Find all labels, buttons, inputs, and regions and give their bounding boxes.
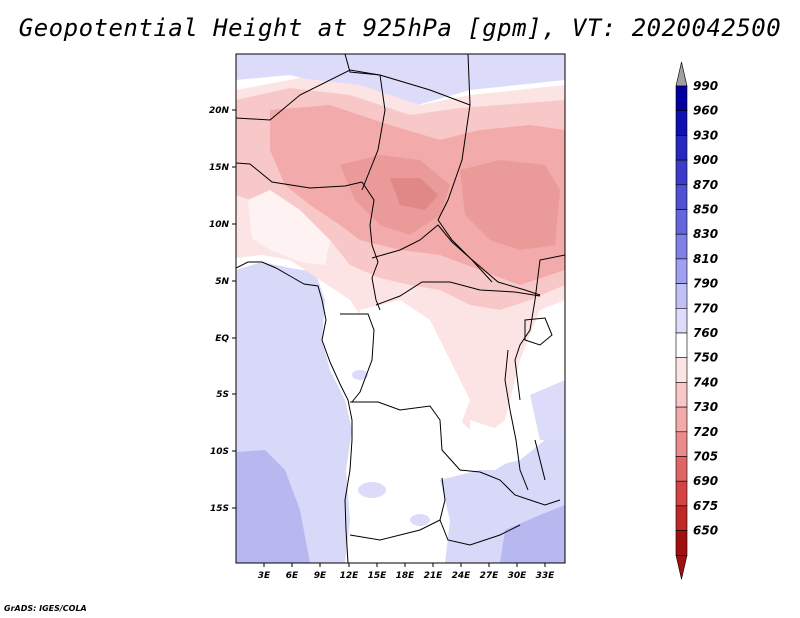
colorbar-swatch bbox=[675, 307, 688, 334]
colorbar-swatch bbox=[675, 159, 688, 186]
colorbar-bottom-arrow bbox=[675, 554, 688, 580]
colorbar-swatch bbox=[675, 382, 688, 408]
colorbar-label: 810 bbox=[693, 252, 718, 266]
colorbar-label: 850 bbox=[693, 203, 718, 217]
colorbar-swatch bbox=[675, 233, 688, 260]
coastline bbox=[236, 261, 353, 563]
credit-label: GrADS: IGES/COLA bbox=[4, 604, 87, 613]
border-zambia bbox=[479, 471, 561, 506]
lat-label: EQ bbox=[215, 334, 229, 344]
southeast-low bbox=[500, 505, 565, 563]
north-lavender bbox=[236, 54, 565, 110]
lon-label: 3E bbox=[258, 571, 271, 581]
border-east bbox=[514, 254, 565, 401]
lat-label: 15S bbox=[210, 504, 229, 514]
colorbar-label: 750 bbox=[693, 351, 718, 365]
colorbar-swatch bbox=[675, 357, 688, 383]
lat-label: 20N bbox=[209, 106, 230, 116]
colorbar-label: 900 bbox=[693, 153, 718, 167]
colorbar-swatch bbox=[675, 406, 688, 433]
southwest-low bbox=[236, 450, 310, 563]
colorbar-swatch bbox=[675, 184, 688, 210]
colorbar-label: 650 bbox=[693, 524, 718, 538]
colorbar-label: 830 bbox=[693, 227, 718, 241]
colorbar-label: 675 bbox=[693, 499, 718, 513]
chart-title: Geopotential Height at 925hPa [gpm], VT:… bbox=[18, 14, 782, 42]
lon-ticks bbox=[263, 563, 546, 567]
height-field bbox=[236, 54, 565, 563]
colorbar-swatch bbox=[675, 480, 688, 507]
lon-label: 21E bbox=[424, 571, 444, 581]
colorbar-swatch bbox=[675, 332, 688, 359]
lon-label: 27E bbox=[480, 571, 500, 581]
border-car bbox=[371, 224, 541, 296]
core-high-2 bbox=[460, 160, 560, 250]
boundaries bbox=[236, 54, 565, 563]
border-sahel bbox=[236, 162, 363, 189]
colorbar-swatch bbox=[675, 135, 688, 161]
colorbar-top-arrow bbox=[675, 61, 688, 87]
central-white bbox=[350, 300, 470, 480]
central-white-2 bbox=[470, 420, 520, 470]
colorbar-swatch bbox=[675, 283, 688, 309]
colorbar-swatch bbox=[675, 110, 688, 136]
west-white bbox=[248, 190, 330, 265]
border-north-2 bbox=[344, 54, 471, 106]
colorbar-label: 740 bbox=[693, 375, 718, 389]
border-congo bbox=[340, 313, 375, 403]
east-lavender bbox=[530, 380, 565, 440]
colorbar-swatch bbox=[675, 456, 688, 482]
lon-label: 30E bbox=[508, 571, 528, 581]
colorbar-label: 690 bbox=[693, 474, 718, 488]
lon-label: 15E bbox=[368, 571, 388, 581]
lake-malawi bbox=[534, 439, 546, 481]
colorbar-label: 770 bbox=[693, 301, 718, 315]
lake-victoria bbox=[524, 317, 553, 346]
lon-label: 9E bbox=[314, 571, 327, 581]
border-drc-north bbox=[375, 281, 541, 306]
colorbar-label: 930 bbox=[693, 128, 718, 142]
colorbar-label: 720 bbox=[693, 425, 718, 439]
core-high-3 bbox=[390, 178, 438, 210]
map-frame bbox=[235, 53, 566, 564]
lat-label: 10S bbox=[210, 447, 229, 457]
colorbar-swatch bbox=[675, 85, 688, 112]
colorbar-swatch bbox=[675, 209, 688, 235]
colorbar-label: 960 bbox=[693, 104, 718, 118]
lon-label: 12E bbox=[340, 571, 360, 581]
border-lake-tanganyika bbox=[504, 349, 529, 491]
lat-ticks bbox=[232, 109, 236, 509]
lat-label: 10N bbox=[209, 220, 230, 230]
lon-label: 18E bbox=[396, 571, 416, 581]
colorbar-label: 705 bbox=[693, 450, 718, 464]
lon-label: 24E bbox=[452, 571, 472, 581]
lat-label: 5S bbox=[216, 390, 229, 400]
lon-label: 33E bbox=[536, 571, 556, 581]
colorbar-label: 870 bbox=[693, 178, 718, 192]
colorbar-swatch bbox=[675, 505, 688, 531]
colorbar-swatch bbox=[675, 258, 688, 284]
colorbar-swatch bbox=[675, 530, 688, 556]
lon-label: 6E bbox=[286, 571, 299, 581]
border-angola-east bbox=[439, 477, 521, 546]
border-drc-angola bbox=[350, 401, 481, 473]
lat-label: 5N bbox=[215, 277, 229, 287]
colorbar-label: 790 bbox=[693, 277, 718, 291]
colorbar-swatch bbox=[675, 431, 688, 457]
lat-label: 15N bbox=[209, 163, 230, 173]
border-south bbox=[349, 519, 441, 541]
colorbar-label: 760 bbox=[693, 326, 718, 340]
border-nigeria-cameroon bbox=[361, 181, 381, 311]
colorbar-label: 990 bbox=[693, 79, 718, 93]
colorbar-label: 730 bbox=[693, 400, 718, 414]
